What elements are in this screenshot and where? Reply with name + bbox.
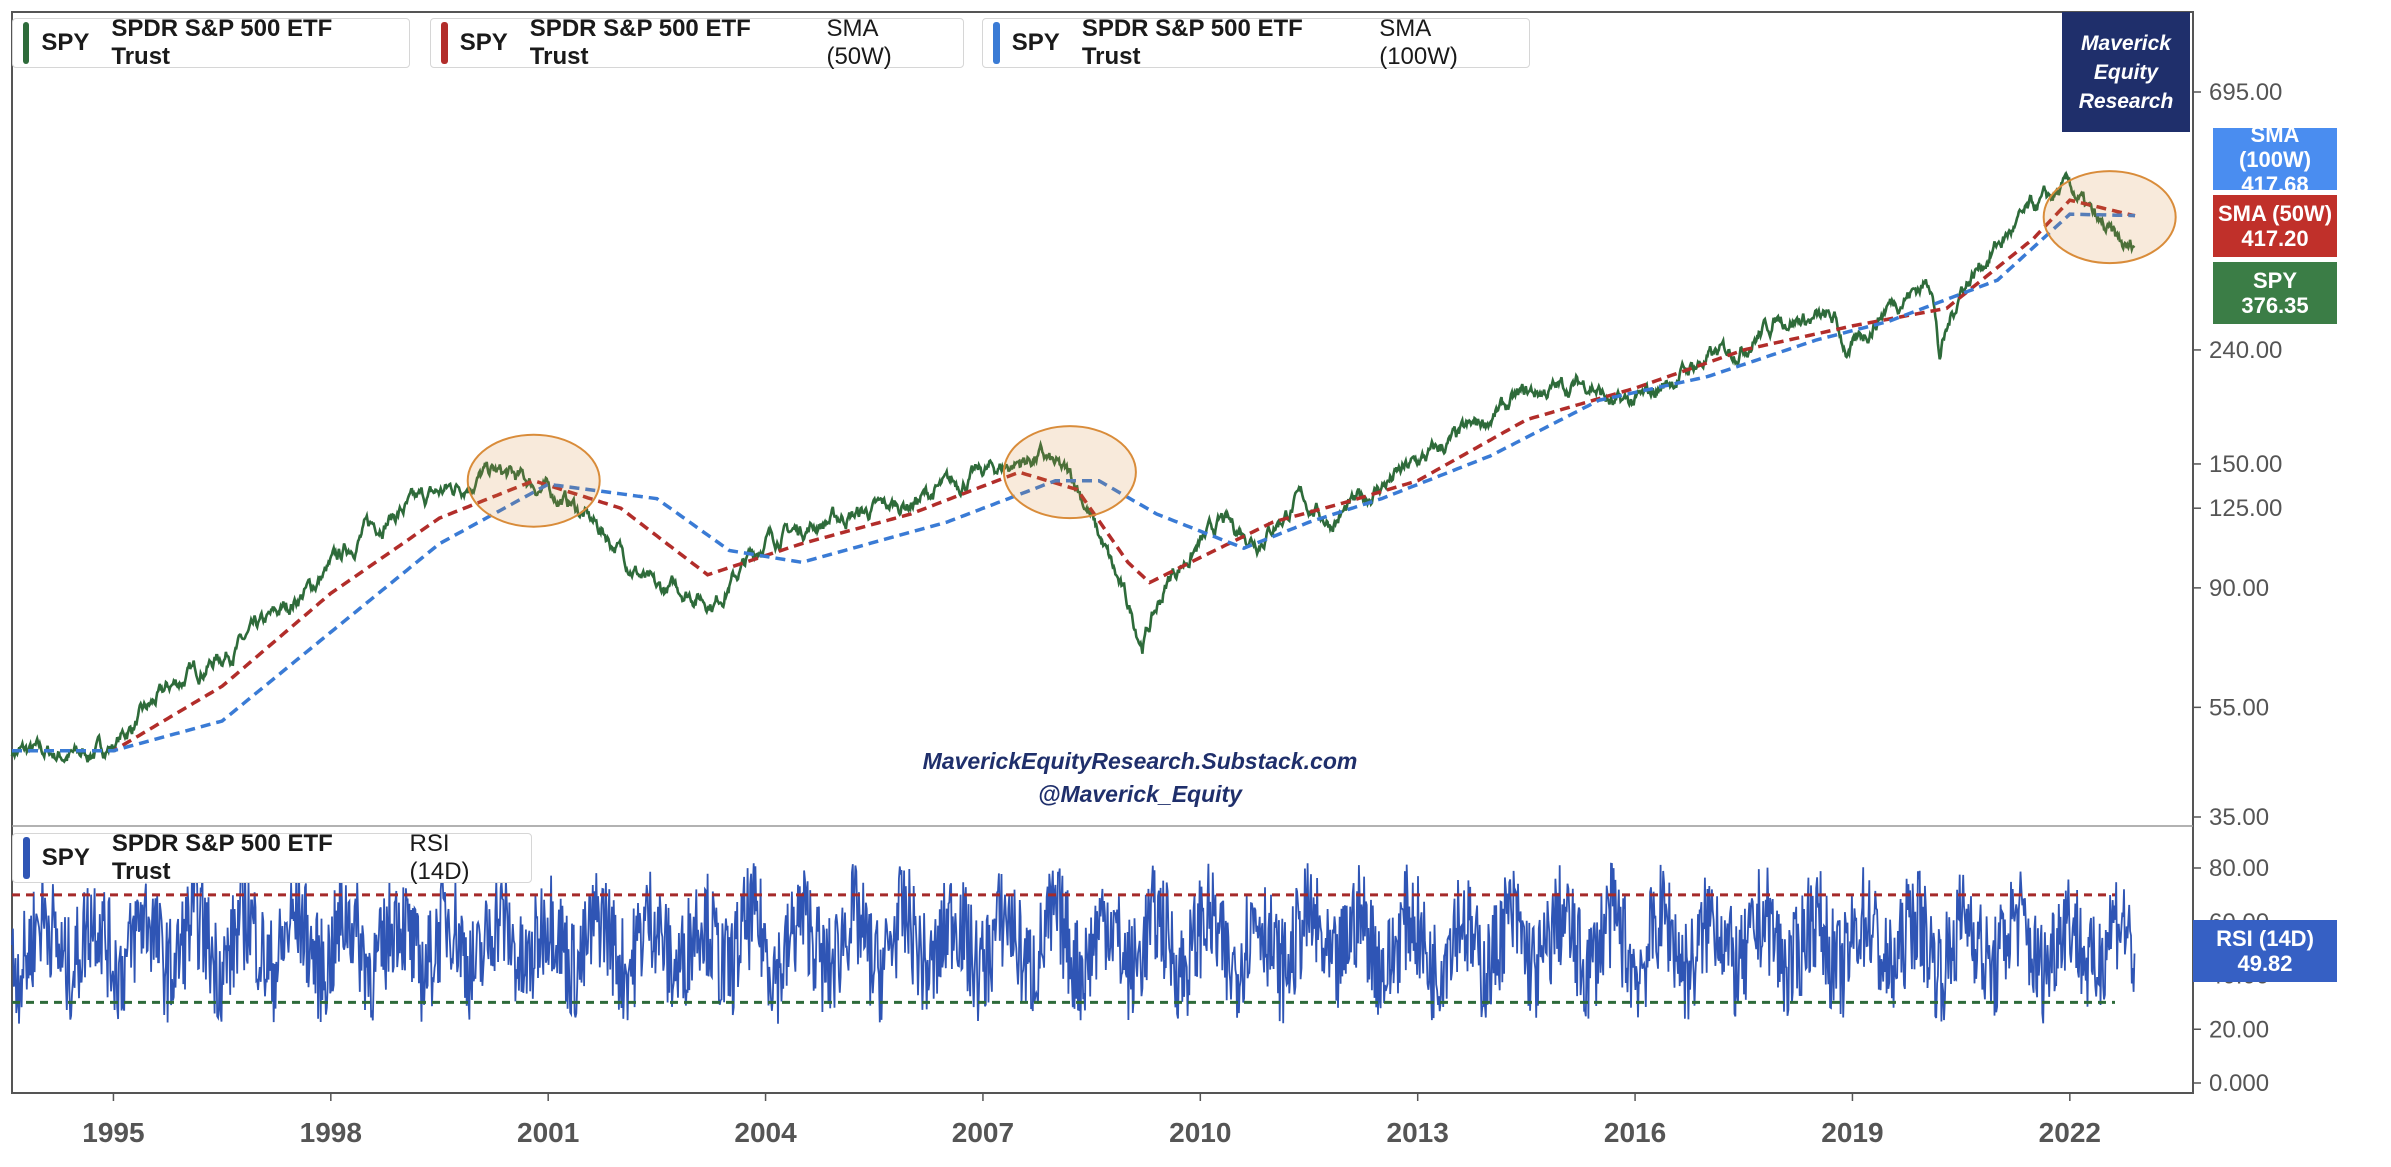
brand-line: Equity [2093, 60, 2159, 84]
brand-line: Maverick [2081, 31, 2171, 55]
x-tick-label: 2022 [2039, 1117, 2101, 1148]
rsi-y-tick-label: 80.00 [2209, 855, 2269, 882]
rsi-y-tick-label: 0.000 [2209, 1070, 2269, 1097]
legend-spy[interactable]: SPY SPDR S&P 500 ETF Trust [12, 15, 410, 70]
legend-sma100[interactable]: SPY SPDR S&P 500 ETF Trust SMA (100W) [982, 15, 1530, 70]
legend-indicator: SMA (100W) [1379, 15, 1458, 70]
x-tick-label: 2004 [734, 1117, 797, 1148]
badge-value: 376.35 [2241, 293, 2309, 318]
x-tick-label: 2019 [1821, 1117, 1883, 1148]
y-tick-label: 125.00 [2209, 495, 2282, 522]
badge-sma50: SMA (50W) 417.20 [2213, 195, 2337, 257]
badge-label: SMA (100W) [2238, 121, 2312, 172]
x-tick-label: 2010 [1169, 1117, 1231, 1148]
plot-frame [11, 11, 2194, 1094]
x-tick-label: 2016 [1604, 1117, 1666, 1148]
x-tick-label: 2013 [1387, 1117, 1449, 1148]
legend-name: SPDR S&P 500 ETF Trust [1081, 15, 1303, 70]
y-tick-label: 695.00 [2209, 79, 2282, 106]
watermark-url: MaverickEquityResearch.Substack.com [922, 748, 1358, 774]
badge-spy: SPY 376.35 [2213, 262, 2337, 324]
legend-color-swatch [23, 837, 30, 879]
x-tick-label: 2007 [952, 1117, 1014, 1148]
y-tick-label: 55.00 [2209, 694, 2269, 721]
badge-value: 417.68 [2241, 171, 2309, 197]
legend-indicator: SMA (50W) [826, 15, 892, 70]
legend-symbol: SPY [1011, 29, 1060, 56]
badge-value: 417.20 [2241, 226, 2309, 251]
peak-highlight-ellipse [2042, 170, 2177, 265]
legend-name: SPDR S&P 500 ETF Trust [111, 830, 333, 885]
legend-name: SPDR S&P 500 ETF Trust [111, 15, 333, 70]
series-rsi-line [11, 862, 2136, 1024]
watermark-handle: @Maverick_Equity [1038, 781, 1242, 807]
badge-label: SMA (50W) [2217, 201, 2333, 226]
legend-symbol: SPY [41, 29, 90, 56]
legend-name: SPDR S&P 500 ETF Trust [529, 15, 751, 70]
legend-rsi[interactable]: SPY SPDR S&P 500 ETF Trust RSI (14D) [12, 830, 532, 885]
series-sma50-line [12, 198, 2136, 753]
legend-color-swatch [441, 22, 448, 64]
rsi-y-tick-label: 20.00 [2209, 1016, 2269, 1043]
legend-color-swatch [993, 22, 1000, 64]
badge-label: SPY [2252, 268, 2298, 293]
legend-sma50[interactable]: SPY SPDR S&P 500 ETF Trust SMA (50W) [430, 15, 964, 70]
legend-color-swatch [23, 22, 30, 64]
brand-logo: Maverick Equity Research [2062, 12, 2190, 132]
peak-highlight-ellipse [466, 433, 601, 528]
y-tick-label: 150.00 [2209, 451, 2282, 478]
series-sma100-line [12, 212, 2135, 753]
y-tick-label: 35.00 [2209, 804, 2269, 831]
legend-symbol: SPY [41, 844, 90, 871]
x-tick-label: 2001 [517, 1117, 579, 1148]
peak-highlight-ellipse [1002, 425, 1137, 520]
y-tick-label: 240.00 [2209, 337, 2282, 364]
y-tick-label: 90.00 [2209, 575, 2269, 602]
x-tick-label: 1998 [300, 1117, 362, 1148]
x-tick-label: 1995 [82, 1117, 144, 1148]
legend-symbol: SPY [459, 29, 508, 56]
badge-rsi: RSI (14D) 49.82 [2193, 920, 2337, 982]
badge-value: 49.82 [2237, 951, 2293, 976]
legend-indicator: RSI (14D) [409, 830, 470, 885]
badge-label: RSI (14D) [2216, 926, 2314, 951]
brand-line: Research [2078, 89, 2174, 113]
badge-sma100: SMA (100W) 417.68 [2213, 122, 2337, 197]
